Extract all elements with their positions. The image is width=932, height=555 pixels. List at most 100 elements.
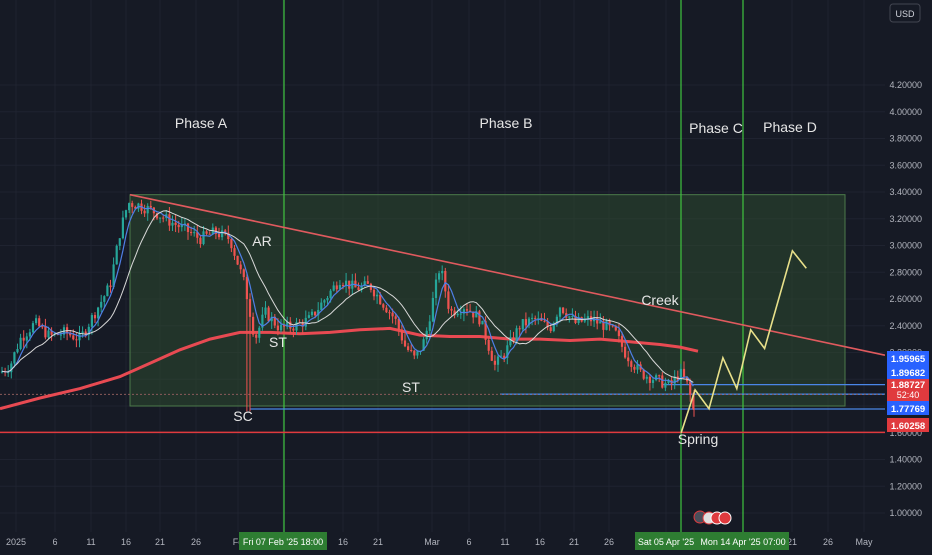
price-tag-5: 1.60258 <box>891 421 925 432</box>
candle-body-12 <box>38 318 41 327</box>
candle-body-105 <box>326 297 329 301</box>
time-tick-14: 21 <box>569 537 579 547</box>
candle-body-156 <box>484 320 487 340</box>
candle-body-223 <box>692 394 695 409</box>
time-tick-4: 21 <box>155 537 165 547</box>
candle-body-80 <box>248 299 252 317</box>
candle-body-207 <box>642 369 645 379</box>
candle-body-84 <box>261 314 264 328</box>
candle-body-33 <box>103 296 106 302</box>
candle-body-202 <box>627 357 630 362</box>
price-tag-1-bg <box>887 351 929 365</box>
candle-body-29 <box>90 315 93 327</box>
event-icon-4[interactable] <box>718 511 732 525</box>
candle-body-157 <box>487 339 490 351</box>
candle-body-87 <box>270 316 273 322</box>
candle-body-67 <box>208 233 211 235</box>
candle-body-47 <box>146 205 149 214</box>
ma-fast-line <box>1 205 694 387</box>
candle-body-30 <box>93 315 97 319</box>
candle-body-154 <box>478 311 481 325</box>
st-label-2: ST <box>402 379 420 395</box>
time-tick-15: 26 <box>604 537 614 547</box>
candle-body-204 <box>633 366 636 370</box>
time-tick-12: 11 <box>500 537 509 547</box>
candle-body-111 <box>345 280 348 286</box>
candle-body-209 <box>648 376 651 383</box>
candle-body-52 <box>162 217 165 219</box>
candle-body-159 <box>493 360 496 365</box>
trading-range-box <box>129 194 846 407</box>
candle-body-55 <box>171 222 174 226</box>
candle-body-155 <box>481 320 484 325</box>
candle-body-72 <box>224 230 227 233</box>
trendline-line <box>129 193 886 356</box>
candle-body-43 <box>134 206 137 209</box>
candle-body-212 <box>658 375 661 377</box>
candle-body-23 <box>72 335 75 340</box>
currency-button[interactable] <box>889 3 921 23</box>
candle-body-160 <box>496 356 500 365</box>
candle-body-163 <box>506 345 509 359</box>
candle-body-9 <box>28 332 31 337</box>
candle-body-222 <box>689 381 692 395</box>
candle-body-180 <box>558 307 562 317</box>
candle-body-132 <box>410 350 413 352</box>
candle-body-164 <box>509 337 512 346</box>
candle-body-70 <box>217 233 221 238</box>
price-tick-14: 1.40000 <box>889 455 922 465</box>
candle-body-62 <box>193 232 196 234</box>
candle-body-81 <box>252 316 255 335</box>
candle-body-172 <box>534 317 537 319</box>
descending-trendline[interactable] <box>129 193 886 356</box>
candle-body-134 <box>416 351 419 356</box>
candle-body-99 <box>307 315 310 318</box>
candle-body-145 <box>450 308 453 311</box>
ma-slow-line <box>1 210 694 383</box>
price-tags: 1.95965 1.89682 1.88727 52:40 1.77769 1.… <box>887 351 929 432</box>
spring-label: Spring <box>678 431 718 447</box>
phase-b-label: Phase B <box>480 115 533 131</box>
projection-path[interactable] <box>680 249 807 434</box>
candle-body-103 <box>320 302 323 310</box>
candle-body-136 <box>422 339 425 351</box>
candle-body-143 <box>444 270 447 292</box>
candle-body-165 <box>512 337 515 342</box>
candle-body-201 <box>624 346 627 358</box>
candle-body-75 <box>233 248 236 256</box>
candle-body-97 <box>301 322 304 327</box>
price-tick-2: 3.80000 <box>889 134 922 144</box>
candle-body-126 <box>391 312 394 317</box>
phase-separators <box>283 0 744 532</box>
time-tick-3: 16 <box>121 537 131 547</box>
candle-body-196 <box>608 320 611 326</box>
candle-body-184 <box>571 315 574 317</box>
moving-average-long <box>0 326 699 411</box>
candle-body-153 <box>475 311 478 318</box>
candle-body-129 <box>400 329 403 341</box>
time-tick-20: May <box>855 537 873 547</box>
candle-body-152 <box>472 311 475 318</box>
time-cursor-1-bg <box>239 532 327 550</box>
candle-body-198 <box>614 325 617 331</box>
candle-body-82 <box>255 334 258 338</box>
candle-body-42 <box>131 203 134 207</box>
candle-body-176 <box>546 321 549 328</box>
candle-body-26 <box>81 331 84 334</box>
candle-body-83 <box>258 327 261 338</box>
candle-body-88 <box>273 316 276 326</box>
candle-body-149 <box>462 309 465 314</box>
candle-body-214 <box>664 382 667 388</box>
economic-events-icons[interactable] <box>693 510 732 525</box>
candle-body-41 <box>128 203 131 211</box>
candle-body-125 <box>388 312 391 314</box>
candle-body-144 <box>447 291 450 309</box>
candle-body-197 <box>611 325 614 327</box>
price-tag-1: 1.95965 <box>891 354 926 365</box>
price-axis[interactable] <box>885 0 932 532</box>
candle-body-40 <box>124 210 128 218</box>
trading-range <box>129 194 846 407</box>
candle-body-183 <box>568 316 571 318</box>
